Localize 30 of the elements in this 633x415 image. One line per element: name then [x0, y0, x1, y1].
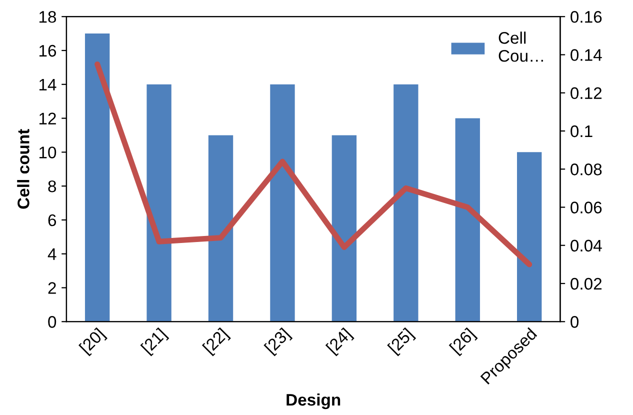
- y2-tick-label: 0.14: [570, 49, 602, 61]
- y-axis-title: Cell count: [17, 129, 30, 209]
- bar: [455, 118, 480, 322]
- y-tick-label: 4: [48, 248, 56, 260]
- y2-tick-label: 0.02: [570, 278, 602, 290]
- bar: [208, 135, 234, 322]
- y2-tick-label: 0.08: [570, 164, 602, 176]
- y-tick-label: 2: [48, 282, 56, 294]
- y-tick-label: 0: [48, 316, 56, 328]
- bar: [270, 84, 295, 322]
- bar: [146, 84, 172, 322]
- y-tick-label: 10: [39, 146, 56, 158]
- y-tick-label: 6: [48, 214, 56, 226]
- bar: [394, 84, 418, 322]
- legend-label: Cell Cou…: [498, 32, 543, 62]
- y2-tick-label: 0.12: [570, 87, 602, 100]
- y-tick-label: 8: [48, 180, 56, 192]
- y2-tick-label: 0.1: [570, 125, 592, 138]
- y2-tick-label: 0.16: [570, 11, 602, 23]
- y2-tick-label: 0.04: [570, 240, 602, 252]
- bar: [332, 135, 357, 322]
- bar: [84, 34, 110, 322]
- y-tick-label: 14: [39, 78, 56, 90]
- y-tick-label: 12: [39, 112, 56, 124]
- y2-tick-label: 0.06: [570, 202, 602, 214]
- y-tick-label: 16: [39, 44, 56, 57]
- y2-tick-label: 0: [570, 316, 579, 328]
- x-axis-title: Design: [286, 393, 340, 410]
- y-tick-label: 18: [39, 11, 56, 23]
- bar: [517, 152, 542, 322]
